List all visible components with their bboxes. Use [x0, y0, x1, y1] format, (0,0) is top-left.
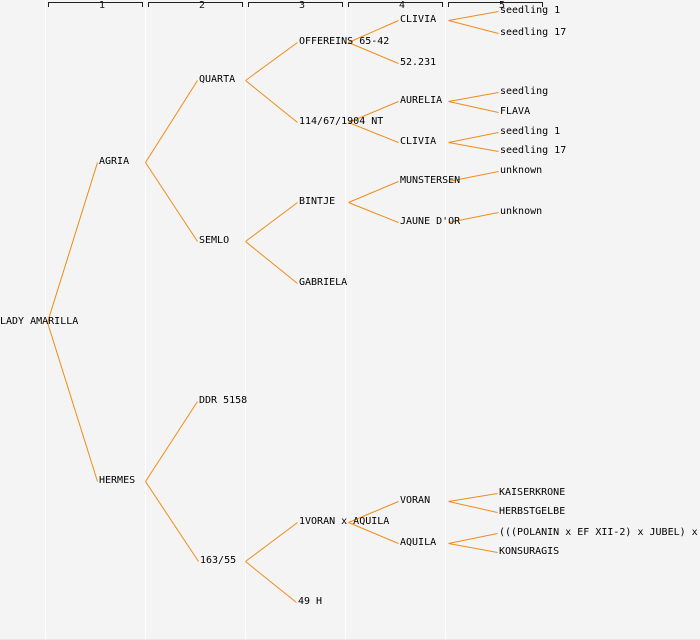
edge-clivia-2-to-seedling-1b — [448, 132, 499, 143]
ruler-bracket-2 — [148, 2, 243, 7]
tree-node-seedling-1b[interactable]: seedling 1 — [500, 126, 561, 137]
tree-node-seedling-17b[interactable]: seedling 17 — [500, 145, 567, 156]
tree-node-clivia-1[interactable]: CLIVIA — [400, 14, 437, 25]
edge-quarta-to-offereins-65-42 — [245, 42, 298, 81]
ruler-bracket-5 — [448, 2, 543, 7]
edge-offereins-65-42-to-52-231 — [348, 42, 399, 64]
tree-node-quarta[interactable]: QUARTA — [199, 74, 236, 85]
edge-hermes-to-ddr-5158 — [145, 401, 198, 482]
edge-hermes-to-163-55 — [145, 481, 199, 562]
ruler-bracket-1 — [48, 2, 143, 7]
tree-node-agria[interactable]: AGRIA — [99, 156, 130, 167]
tree-node-52-231[interactable]: 52.231 — [400, 57, 437, 68]
edge-aquila-to-polanin-cross — [448, 533, 498, 544]
ruler-bracket-3 — [248, 2, 343, 7]
edge-bintje-to-munstersen — [348, 181, 399, 203]
tree-node-herbstgelbe[interactable]: HERBSTGELBE — [499, 506, 566, 517]
tree-node-clivia-2[interactable]: CLIVIA — [400, 136, 437, 147]
tree-node-lady-amarilla[interactable]: LADY AMARILLA — [0, 316, 79, 327]
edge-agria-to-quarta — [145, 80, 198, 163]
edge-1voran-x-aquila-to-voran — [348, 501, 399, 523]
tree-node-unknown-2[interactable]: unknown — [500, 206, 543, 217]
generation-label-1: 1 — [98, 0, 106, 11]
tree-node-seedling[interactable]: seedling — [500, 86, 549, 97]
edge-munstersen-to-unknown-1 — [448, 171, 499, 182]
tree-node-munstersen[interactable]: MUNSTERSEN — [400, 175, 461, 186]
tree-node-ddr-5158[interactable]: DDR 5158 — [199, 395, 248, 406]
tree-node-kaiserkrone[interactable]: KAISERKRONE — [499, 487, 566, 498]
tree-node-voran[interactable]: VORAN — [400, 495, 431, 506]
edge-clivia-1-to-seedling-1a — [448, 11, 499, 21]
edge-agria-to-semlo — [145, 162, 198, 242]
edge-aurelia-to-seedling — [448, 92, 499, 102]
column-separators — [45, 0, 446, 639]
edge-clivia-2-to-seedling-17b — [448, 142, 499, 152]
edge-clivia-1-to-seedling-17a — [448, 20, 499, 34]
edge-lady-amarilla-to-hermes — [47, 322, 98, 482]
generation-label-5: 5 — [498, 0, 506, 11]
edge-114-67-1904-nt-to-clivia-2 — [348, 122, 399, 143]
edge-114-67-1904-nt-to-aurelia — [348, 101, 399, 123]
edge-semlo-to-bintje — [245, 202, 298, 242]
edge-offereins-65-42-to-clivia-1 — [348, 20, 399, 43]
edge-jaune-dor-to-unknown-2 — [448, 212, 499, 223]
tree-node-flava[interactable]: FLAVA — [500, 106, 531, 117]
ruler-brackets — [48, 2, 543, 7]
tree-node-unknown-1[interactable]: unknown — [500, 165, 543, 176]
tree-node-aurelia[interactable]: AURELIA — [400, 95, 443, 106]
edge-voran-to-kaiserkrone — [448, 493, 498, 502]
edge-aquila-to-konsuragis — [448, 543, 498, 553]
edge-lady-amarilla-to-agria — [47, 162, 98, 323]
tree-edges — [47, 11, 499, 603]
tree-node-114-67-1904-nt[interactable]: 114/67/1904 NT — [299, 116, 384, 127]
tree-node-bintje[interactable]: BINTJE — [299, 196, 336, 207]
tree-node-offereins-65-42[interactable]: OFFEREINS 65-42 — [299, 36, 390, 47]
tree-node-163-55[interactable]: 163/55 — [200, 555, 237, 566]
tree-node-49-h[interactable]: 49 H — [298, 596, 323, 607]
edge-voran-to-herbstgelbe — [448, 501, 498, 513]
generation-label-3: 3 — [298, 0, 306, 11]
tree-node-jaune-dor[interactable]: JAUNE D'OR — [400, 216, 461, 227]
edge-semlo-to-gabriela — [245, 241, 298, 284]
edge-aurelia-to-flava — [448, 101, 499, 113]
generation-label-4: 4 — [398, 0, 406, 11]
tree-node-hermes[interactable]: HERMES — [99, 475, 136, 486]
edge-163-55-to-49-h — [245, 561, 297, 603]
tree-node-aquila[interactable]: AQUILA — [400, 537, 437, 548]
tree-node-1voran-x-aquila[interactable]: 1VORAN x AQUILA — [299, 516, 390, 527]
generation-label-2: 2 — [198, 0, 206, 11]
tree-node-gabriela[interactable]: GABRIELA — [299, 277, 348, 288]
tree-node-polanin-cross[interactable]: (((POLANIN x EF XII-2) x JUBEL) x — [499, 527, 698, 538]
edge-quarta-to-114-67-1904-nt — [245, 80, 298, 123]
tree-node-seedling-1a[interactable]: seedling 1 — [500, 5, 561, 16]
edge-163-55-to-1voran-x-aquila — [245, 522, 298, 562]
edge-bintje-to-jaune-dor — [348, 202, 399, 223]
tree-node-semlo[interactable]: SEMLO — [199, 235, 230, 246]
tree-node-konsuragis[interactable]: KONSURAGIS — [499, 546, 560, 557]
ruler-bracket-4 — [348, 2, 443, 7]
tree-node-seedling-17a[interactable]: seedling 17 — [500, 27, 567, 38]
edge-1voran-x-aquila-to-aquila — [348, 522, 399, 544]
